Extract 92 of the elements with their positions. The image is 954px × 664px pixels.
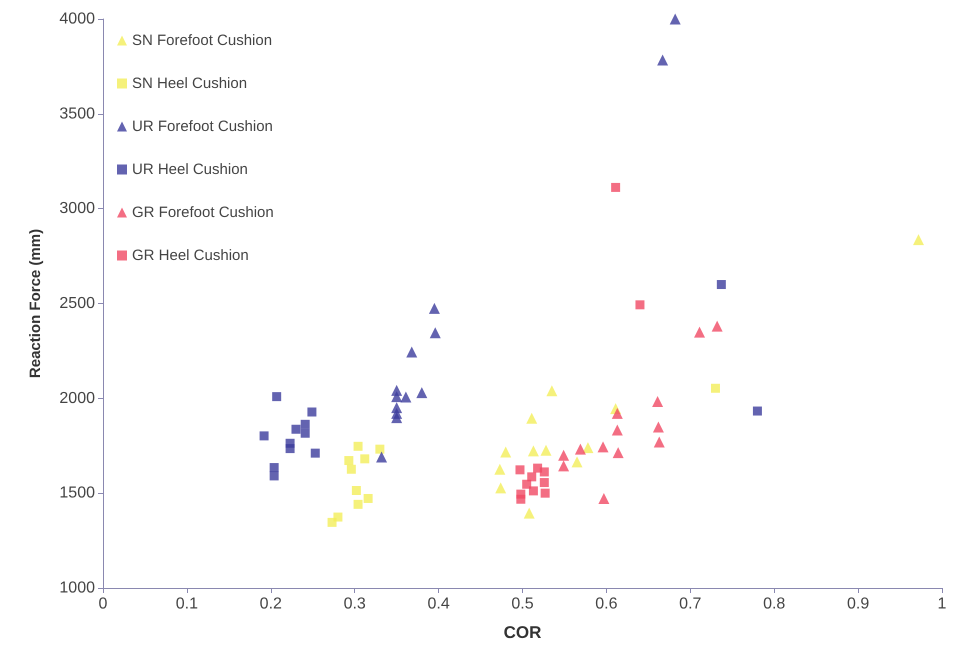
point: [516, 494, 526, 504]
point: [391, 412, 402, 424]
point: [540, 478, 549, 488]
legend-label: UR Forefoot Cushion: [132, 118, 273, 135]
point: [540, 488, 550, 498]
point: [307, 407, 316, 416]
point: [500, 446, 512, 458]
x-tick-label: 0.9: [846, 596, 870, 612]
point: [310, 448, 320, 458]
point: [752, 406, 762, 416]
point: [375, 444, 384, 454]
point: [612, 424, 623, 436]
point: [515, 465, 524, 474]
point: [328, 518, 337, 527]
point: [260, 431, 269, 440]
point: [522, 480, 532, 489]
point: [300, 420, 310, 429]
point: [527, 472, 536, 482]
point: [364, 494, 373, 503]
x-tick-label: 0.3: [344, 596, 366, 612]
x-axis-title: COR: [504, 623, 542, 642]
point: [428, 302, 440, 314]
point: [913, 234, 924, 246]
point: [528, 486, 538, 496]
point: [716, 280, 726, 290]
point: [270, 471, 279, 480]
point: [416, 387, 428, 398]
point: [354, 442, 363, 451]
point: [524, 508, 535, 519]
point: [574, 444, 586, 455]
y-tick-label: 2500: [59, 295, 96, 312]
point: [652, 421, 664, 432]
point: [598, 441, 609, 452]
point: [391, 391, 402, 402]
y-tick-label: 3000: [59, 200, 96, 218]
point: [354, 500, 363, 509]
point: [528, 445, 539, 456]
x-tick-label: 0.7: [679, 596, 702, 612]
point: [558, 450, 570, 461]
x-tick-label: 0.1: [176, 596, 198, 612]
point: [558, 460, 570, 472]
y-tick-label: 4000: [59, 10, 96, 28]
point: [406, 346, 418, 358]
point: [400, 392, 412, 403]
x-tick-label: 0.6: [595, 596, 618, 612]
y-tick-label: 1000: [59, 580, 96, 596]
point: [670, 14, 681, 24]
x-tick-label: 0.2: [260, 596, 282, 612]
point: [300, 428, 310, 438]
legend-label: SN Forefoot Cushion: [132, 32, 272, 49]
x-tick-label: 0: [98, 596, 108, 612]
y-tick-label: 2000: [59, 390, 96, 407]
point: [654, 436, 665, 448]
x-tick-label: 0.4: [427, 596, 450, 612]
x-tick-label: 0.8: [763, 596, 786, 612]
point: [526, 412, 538, 424]
point: [540, 444, 552, 456]
legend-label: UR Heel Cushion: [132, 161, 248, 178]
point: [546, 385, 558, 396]
point: [611, 182, 620, 192]
point: [286, 444, 295, 454]
point: [360, 454, 370, 464]
point: [582, 442, 594, 454]
y-axis-title: Reaction Force (mm): [27, 228, 44, 378]
legend-label: SN Heel Cushion: [132, 75, 248, 92]
point: [572, 456, 583, 468]
point: [346, 464, 356, 474]
point: [344, 456, 354, 466]
legend-label: GR Heel Cushion: [132, 247, 249, 264]
point: [694, 326, 706, 338]
point: [376, 451, 388, 462]
point: [272, 392, 282, 402]
point: [635, 300, 644, 310]
x-tick-label: 0.5: [511, 596, 534, 612]
point: [612, 447, 624, 458]
x-tick-label: 1: [938, 596, 947, 612]
point: [657, 54, 668, 66]
point: [540, 467, 549, 476]
legend-label: GR Forefoot Cushion: [132, 204, 274, 221]
point: [712, 320, 723, 332]
point: [612, 408, 623, 419]
point: [652, 396, 664, 408]
point: [352, 486, 361, 496]
y-tick-label: 3500: [59, 105, 96, 122]
point: [430, 327, 441, 338]
point: [495, 482, 506, 494]
point: [494, 464, 506, 475]
y-tick-label: 1500: [59, 484, 96, 502]
point: [710, 384, 720, 393]
point: [291, 424, 300, 434]
point: [598, 492, 610, 504]
point: [270, 463, 279, 472]
